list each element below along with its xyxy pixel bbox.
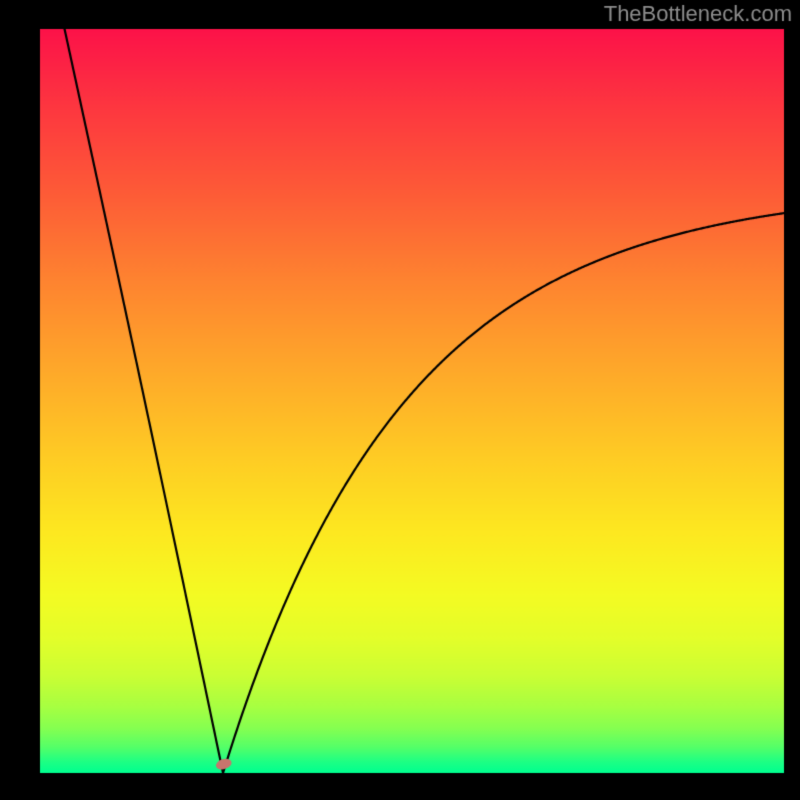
bottleneck-chart-canvas [0,0,800,800]
